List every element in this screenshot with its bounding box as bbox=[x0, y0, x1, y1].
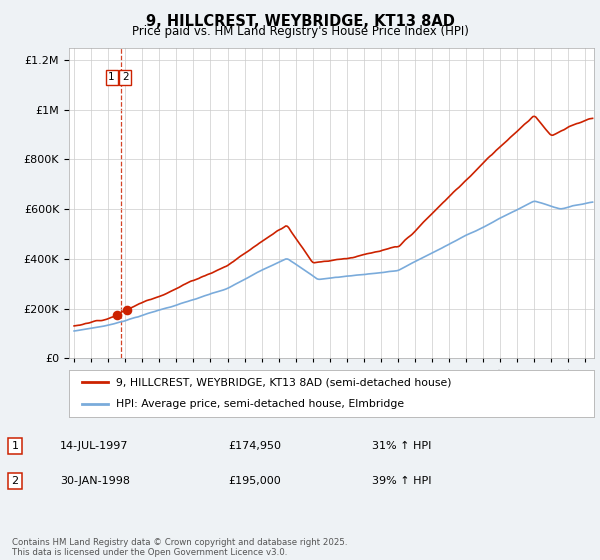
Text: 1: 1 bbox=[109, 72, 115, 82]
Text: 9, HILLCREST, WEYBRIDGE, KT13 8AD (semi-detached house): 9, HILLCREST, WEYBRIDGE, KT13 8AD (semi-… bbox=[116, 377, 452, 388]
Text: Contains HM Land Registry data © Crown copyright and database right 2025.
This d: Contains HM Land Registry data © Crown c… bbox=[12, 538, 347, 557]
Text: 2: 2 bbox=[122, 72, 128, 82]
Text: 2: 2 bbox=[11, 476, 19, 486]
Text: 30-JAN-1998: 30-JAN-1998 bbox=[60, 476, 130, 486]
Text: Price paid vs. HM Land Registry's House Price Index (HPI): Price paid vs. HM Land Registry's House … bbox=[131, 25, 469, 38]
Text: 39% ↑ HPI: 39% ↑ HPI bbox=[372, 476, 431, 486]
Point bbox=[113, 310, 122, 319]
Text: 31% ↑ HPI: 31% ↑ HPI bbox=[372, 441, 431, 451]
Text: £195,000: £195,000 bbox=[228, 476, 281, 486]
Point bbox=[122, 305, 131, 314]
Text: 9, HILLCREST, WEYBRIDGE, KT13 8AD: 9, HILLCREST, WEYBRIDGE, KT13 8AD bbox=[146, 14, 454, 29]
Text: £174,950: £174,950 bbox=[228, 441, 281, 451]
Text: 14-JUL-1997: 14-JUL-1997 bbox=[60, 441, 128, 451]
Text: HPI: Average price, semi-detached house, Elmbridge: HPI: Average price, semi-detached house,… bbox=[116, 399, 404, 409]
Text: 1: 1 bbox=[11, 441, 19, 451]
